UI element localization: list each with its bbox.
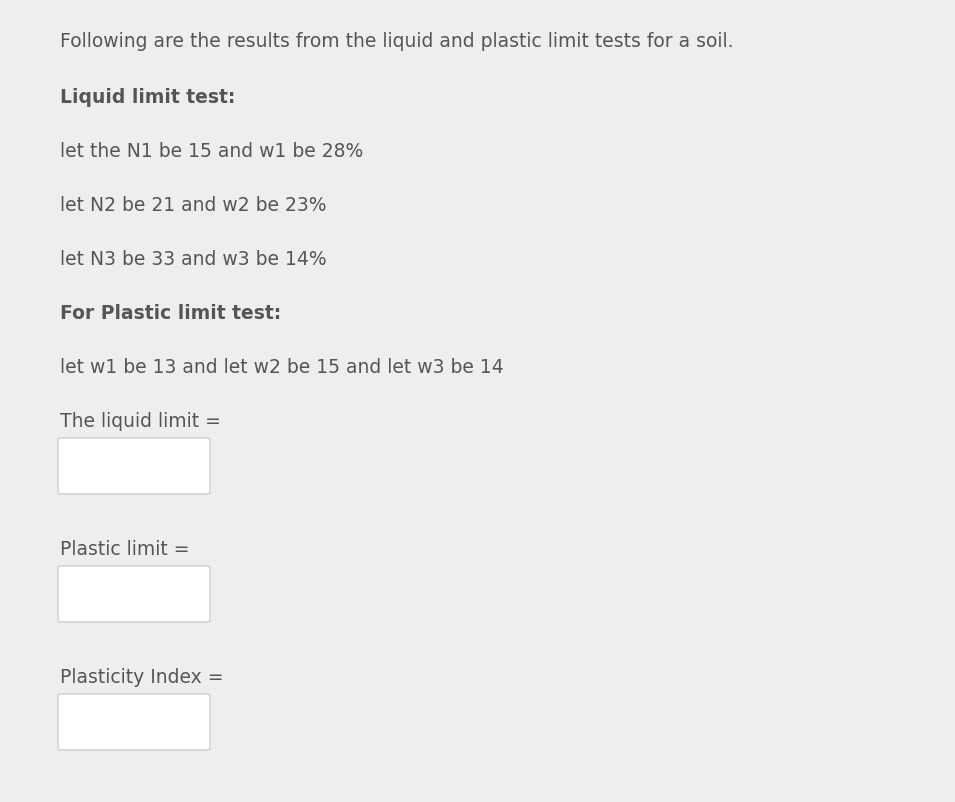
Text: let N2 be 21 and w2 be 23%: let N2 be 21 and w2 be 23%	[60, 196, 327, 215]
Text: For Plastic limit test:: For Plastic limit test:	[60, 304, 282, 323]
FancyBboxPatch shape	[58, 566, 210, 622]
Text: let w1 be 13 and let w2 be 15 and let w3 be 14: let w1 be 13 and let w2 be 15 and let w3…	[60, 358, 503, 377]
FancyBboxPatch shape	[58, 438, 210, 494]
Text: Plastic limit =: Plastic limit =	[60, 540, 189, 559]
Text: Plasticity Index =: Plasticity Index =	[60, 668, 223, 687]
Text: let the N1 be 15 and w1 be 28%: let the N1 be 15 and w1 be 28%	[60, 142, 363, 161]
Text: Following are the results from the liquid and plastic limit tests for a soil.: Following are the results from the liqui…	[60, 32, 733, 51]
Text: The liquid limit =: The liquid limit =	[60, 412, 221, 431]
Text: let N3 be 33 and w3 be 14%: let N3 be 33 and w3 be 14%	[60, 250, 327, 269]
Text: Liquid limit test:: Liquid limit test:	[60, 88, 235, 107]
FancyBboxPatch shape	[58, 694, 210, 750]
